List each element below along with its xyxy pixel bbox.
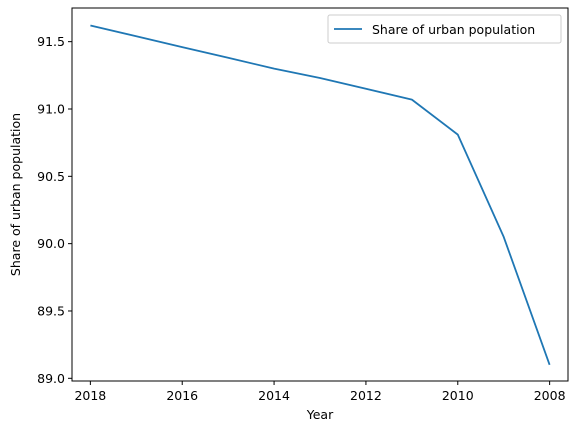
legend-box: [327, 14, 562, 44]
x-tick-label: 2010: [442, 388, 474, 403]
y-tick-label: 91.0: [37, 101, 65, 116]
y-tick-label: 90.5: [37, 169, 65, 184]
y-tick-label: 90.0: [37, 236, 65, 251]
x-tick-label: 2016: [166, 388, 198, 403]
y-axis-ticks: 89.0 89.5 90.0 90.5 91.0 91.5: [37, 34, 72, 386]
x-axis-label: Year: [306, 407, 334, 422]
x-tick-label: 2012: [350, 388, 382, 403]
y-tick-label: 89.0: [37, 371, 65, 386]
legend: Share of urban population: [327, 14, 562, 44]
legend-label: Share of urban population: [372, 22, 535, 37]
y-axis-label: Share of urban population: [8, 113, 23, 276]
series-line: [90, 24, 551, 366]
x-tick-label: 2008: [534, 388, 566, 403]
x-tick-label: 2018: [74, 388, 106, 403]
plot-area: [71, 7, 569, 382]
series-layer: [90, 24, 551, 366]
x-tick-label: 2014: [258, 388, 290, 403]
x-axis-ticks: 2018 2016 2014 2012 2010 2008: [74, 381, 566, 403]
y-tick-label: 91.5: [37, 34, 65, 49]
y-tick-label: 89.5: [37, 303, 65, 318]
